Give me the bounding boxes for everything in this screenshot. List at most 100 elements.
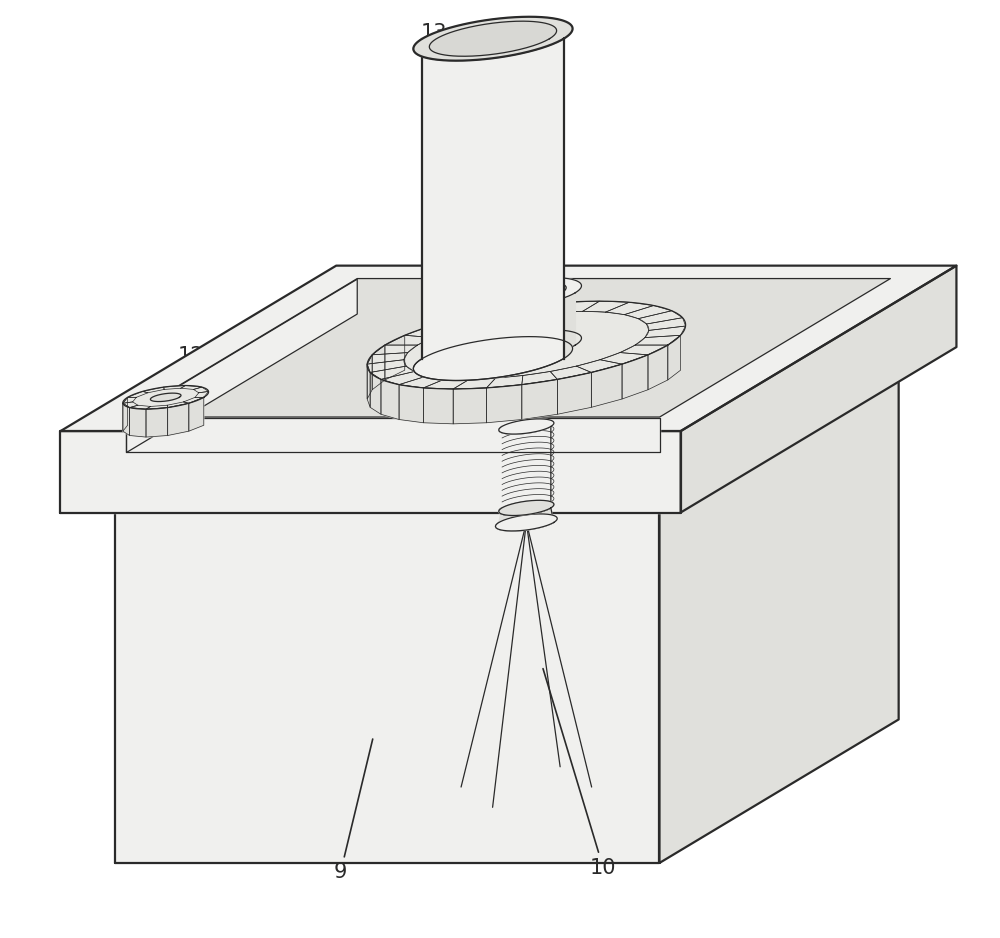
Polygon shape [495,306,531,319]
Polygon shape [453,378,496,389]
Polygon shape [115,359,899,503]
Polygon shape [499,427,551,516]
Polygon shape [60,431,681,512]
Polygon shape [620,345,668,355]
Polygon shape [483,307,484,359]
Polygon shape [583,301,629,312]
Polygon shape [541,304,543,356]
Polygon shape [487,307,488,359]
Polygon shape [557,301,600,312]
Polygon shape [524,307,526,359]
Polygon shape [143,387,164,393]
Polygon shape [486,307,487,359]
Polygon shape [492,308,493,360]
Polygon shape [123,398,136,403]
Polygon shape [126,279,890,417]
Polygon shape [605,302,654,314]
Polygon shape [570,295,571,348]
Polygon shape [536,305,538,357]
Polygon shape [561,298,562,351]
Polygon shape [431,318,476,330]
Polygon shape [549,302,551,355]
Polygon shape [189,398,204,431]
Polygon shape [424,387,453,424]
Polygon shape [504,308,505,360]
Polygon shape [367,359,406,372]
Polygon shape [488,308,489,360]
Polygon shape [367,364,370,407]
Polygon shape [540,304,541,356]
Polygon shape [399,375,447,387]
Polygon shape [482,307,483,359]
Polygon shape [487,375,523,387]
Polygon shape [385,335,433,345]
Polygon shape [128,391,148,398]
Polygon shape [499,500,554,516]
Polygon shape [502,308,504,360]
Polygon shape [534,305,536,357]
Polygon shape [123,403,130,435]
Polygon shape [548,302,549,355]
Polygon shape [481,306,482,358]
Polygon shape [564,297,565,350]
Polygon shape [515,308,517,359]
Polygon shape [530,302,566,314]
Polygon shape [546,302,548,356]
Polygon shape [638,310,683,324]
Polygon shape [552,301,554,354]
Polygon shape [557,299,558,353]
Polygon shape [367,301,686,389]
Polygon shape [126,280,357,452]
Polygon shape [372,345,385,389]
Polygon shape [647,318,686,330]
Polygon shape [501,308,502,360]
Polygon shape [487,281,566,304]
Polygon shape [538,304,540,356]
Polygon shape [461,310,503,324]
Polygon shape [681,265,956,512]
Polygon shape [507,308,509,360]
Polygon shape [557,372,591,415]
Polygon shape [496,308,498,360]
Polygon shape [645,326,686,338]
Polygon shape [367,355,372,399]
Polygon shape [405,326,453,338]
Polygon shape [484,307,486,359]
Polygon shape [527,306,529,358]
Polygon shape [522,379,557,419]
Polygon shape [648,345,668,389]
Polygon shape [624,306,672,319]
Polygon shape [167,401,189,408]
Polygon shape [567,296,569,349]
Polygon shape [429,22,557,56]
Polygon shape [566,296,567,349]
Text: 9: 9 [334,739,373,883]
Polygon shape [499,419,554,434]
Polygon shape [194,387,209,393]
Polygon shape [505,308,507,360]
Polygon shape [522,371,557,385]
Polygon shape [529,306,531,358]
Text: 10: 10 [543,669,616,878]
Polygon shape [622,355,648,399]
Polygon shape [493,308,495,360]
Polygon shape [521,307,522,359]
Polygon shape [130,408,146,437]
Polygon shape [123,398,128,431]
Polygon shape [60,265,956,431]
Polygon shape [571,295,572,347]
Polygon shape [550,366,591,379]
Polygon shape [126,417,660,452]
Polygon shape [168,403,189,435]
Polygon shape [413,337,573,381]
Text: 13: 13 [421,23,495,232]
Polygon shape [545,303,546,356]
Polygon shape [668,335,681,380]
Polygon shape [499,308,501,360]
Polygon shape [576,359,622,372]
Polygon shape [543,303,545,356]
Text: 11: 11 [737,337,846,425]
Polygon shape [526,306,527,358]
Polygon shape [519,307,521,359]
Polygon shape [146,405,168,409]
